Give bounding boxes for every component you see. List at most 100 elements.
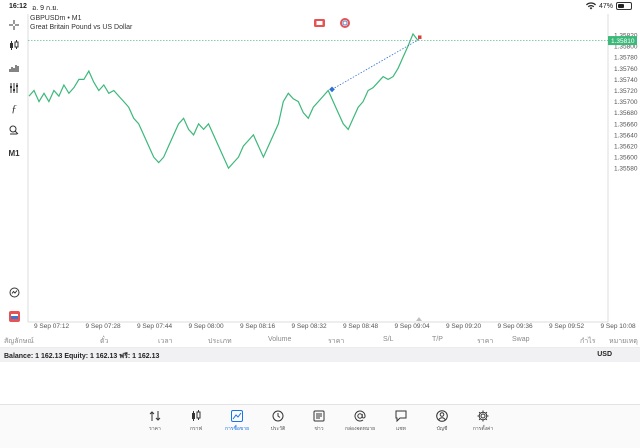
trade-history-line [331,39,420,90]
trade-icon [217,410,257,423]
col-current-price[interactable]: ราคา [477,338,494,345]
mail-icon [340,410,380,423]
current-price-tag [608,36,637,46]
chart-toolbar: ƒ M1 [0,14,28,330]
price-axis-tick: 1.35780 [614,55,638,62]
price-axis-tick: 1.35680 [614,110,638,117]
nav-news[interactable]: ข่าว [299,410,339,433]
nav-trade-label: การซื้อขาย [224,426,250,432]
battery-icon [616,2,632,10]
chat-icon [381,410,421,423]
nav-trade[interactable]: การซื้อขาย [217,410,257,433]
time-axis-tick: 9 Sep 09:04 [395,323,430,330]
nav-mailbox-label: กล่องจดหมาย [344,426,376,432]
news-icon [299,410,339,423]
time-axis-tick: 9 Sep 07:28 [86,323,121,330]
trade-close-marker[interactable] [418,35,422,39]
time-axis-tick: 9 Sep 07:44 [137,323,172,330]
nav-chart[interactable]: กราฟ [176,410,216,433]
status-right: 47% [585,2,632,10]
col-comment[interactable]: หมายเหตุ [609,338,638,345]
objects-icon[interactable] [6,80,22,96]
price-axis-tick: 1.35760 [614,66,638,73]
spacer [592,14,608,20]
broker-logo-icon[interactable] [6,308,22,324]
candlestick-icon[interactable] [6,37,22,53]
quotes-icon [135,410,175,423]
timeframe-button[interactable]: M1 [8,148,20,158]
time-axis-tick: 9 Sep 09:20 [446,323,481,330]
price-axis-tick: 1.35600 [614,155,638,162]
chart-shift-marker[interactable] [416,317,422,321]
account-summary: Balance: 1 162.13 Equity: 1 162.13 ฟรี: … [4,353,160,360]
symbol-description: Great Britain Pound vs US Dollar [30,24,133,31]
col-time[interactable]: เวลา [158,338,173,345]
chart-icon [176,410,216,423]
current-price-value: 1.35810 [611,38,635,45]
col-tp[interactable]: T/P [432,336,443,343]
price-axis-tick: 1.35720 [614,88,638,95]
nav-history-label: ประวัติ [270,426,286,432]
time-axis-tick: 9 Sep 07:12 [34,323,69,330]
nav-quotes-label: ราคา [149,426,161,432]
symbol-title: GBPUSDm • M1 [30,15,82,22]
account-icon [422,410,462,423]
col-symbol[interactable]: สัญลักษณ์ [4,338,34,345]
time-axis-tick: 9 Sep 08:16 [240,323,275,330]
col-profit[interactable]: กำไร [580,338,596,345]
trade-columns-header: สัญลักษณ์ ตั๋ว เวลา ประเภท Volume ราคา S… [0,333,640,348]
price-axis-tick: 1.35820 [614,33,638,40]
account-currency: USD [597,351,612,358]
nav-account-label: บัญชี [436,426,448,432]
status-date: อ. 9 ก.ย. [32,5,59,12]
chart-area[interactable]: GBPUSDm • M1 Great Britain Pound vs US D… [0,14,640,332]
nav-chat[interactable]: แชท [381,410,421,433]
time-axis-tick: 9 Sep 08:32 [292,323,327,330]
battery-percent: 47% [598,2,613,10]
price-axis-tick: 1.35660 [614,121,638,128]
price-axis-tick: 1.35740 [614,77,638,84]
trade-open-marker[interactable] [329,86,335,93]
crosshair-icon[interactable] [6,17,22,33]
indicators-icon[interactable] [6,60,22,76]
nav-settings-label: การตั้งค่า [472,426,494,432]
nav-chart-label: กราฟ [189,426,203,432]
col-swap[interactable]: Swap [512,336,530,343]
time-axis-tick: 9 Sep 08:48 [343,323,378,330]
nav-quotes[interactable]: ราคา [135,410,175,433]
price-line [28,32,419,170]
time-axis-tick: 9 Sep 10:08 [601,323,636,330]
nav-news-label: ข่าว [314,426,324,432]
nav-mailbox[interactable]: กล่องจดหมาย [340,410,380,433]
time-axis-tick: 9 Sep 09:52 [549,323,584,330]
drawing-tools-icon[interactable] [6,122,22,138]
col-price[interactable]: ราคา [328,338,345,345]
price-axis-tick: 1.35700 [614,99,638,106]
bottom-navigation: ราคา กราฟ การซื้อขาย ประวัติ ข่าว กล่องจ… [0,404,640,448]
function-icon[interactable]: ƒ [11,103,17,115]
depth-of-market-icon[interactable] [340,18,350,28]
account-summary-row: Balance: 1 162.13 Equity: 1 162.13 ฟรี: … [0,348,640,362]
col-sl[interactable]: S/L [383,336,394,343]
price-axis-tick: 1.35800 [614,44,638,51]
settings-icon [463,410,503,423]
col-volume[interactable]: Volume [268,336,292,343]
price-axis-tick: 1.35580 [614,166,638,173]
zoom-icon[interactable] [6,284,22,300]
wifi-icon [585,2,596,10]
nav-settings[interactable]: การตั้งค่า [463,410,503,433]
time-axis-tick: 9 Sep 09:36 [498,323,533,330]
history-icon [258,410,298,423]
col-type[interactable]: ประเภท [208,338,232,345]
col-ticket[interactable]: ตั๋ว [100,338,109,345]
status-time: 16:12 [9,3,27,10]
price-chart[interactable]: 1.35820 1.35800 1.35780 1.35760 1.35740 1.357… [0,14,640,332]
price-axis-tick: 1.35640 [614,132,638,139]
nav-account[interactable]: บัญชี [422,410,462,433]
nav-chat-label: แชท [396,426,406,432]
status-bar: 16:12 อ. 9 ก.ย. 47% [0,0,640,14]
price-axis-tick: 1.35620 [614,144,638,151]
nav-history[interactable]: ประวัติ [258,410,298,433]
depth-of-market-icon-inner [342,20,348,26]
time-axis-tick: 9 Sep 08:00 [189,323,224,330]
